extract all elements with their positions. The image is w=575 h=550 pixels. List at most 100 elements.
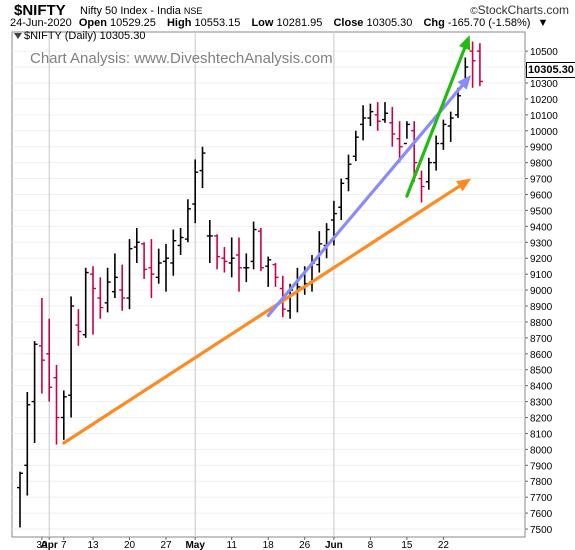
ohlc-bar xyxy=(345,154,352,192)
y-tick-label: 7500 xyxy=(530,525,553,536)
y-tick-label: 8200 xyxy=(530,414,553,425)
open-value: 10529.25 xyxy=(110,17,156,29)
ohlc-bar xyxy=(90,266,96,335)
copyright-mark: © xyxy=(470,6,478,17)
chart-header: $NIFTY Nifty 50 Index - India NSE ©StockC… xyxy=(0,0,575,34)
chg-value: -165.70 (-1.58%) xyxy=(447,17,531,29)
trendline-arrow xyxy=(405,35,471,198)
trendline xyxy=(266,84,464,318)
quote-date: 24-Jun-2020 xyxy=(10,17,72,29)
open-label: Open xyxy=(78,17,107,29)
ohlc-bar xyxy=(119,264,126,311)
y-tick-label: 8400 xyxy=(530,382,553,393)
ohlc-bar xyxy=(367,103,374,126)
last-price-tag: 10305.30 xyxy=(526,62,575,78)
ohlc-bar xyxy=(155,248,162,284)
ohlc-bar xyxy=(46,318,53,402)
ohlc-bar xyxy=(228,237,235,278)
ohlc-bar xyxy=(382,102,388,123)
ohlc-bar xyxy=(265,256,272,287)
grid-lines xyxy=(12,32,525,537)
y-tick-label: 9900 xyxy=(530,143,553,154)
ohlc-bar xyxy=(433,135,440,171)
x-tick-label: Apr xyxy=(41,540,58,550)
stockcharts-logo: ©StockCharts.com xyxy=(470,3,569,17)
ohlc-bar xyxy=(425,157,432,190)
series-legend[interactable]: $NIFTY (Daily) 10305.30 xyxy=(14,30,145,42)
ohlc-bar xyxy=(24,392,31,496)
y-tick-label: 9200 xyxy=(530,254,553,265)
ohlc-bar xyxy=(403,121,410,145)
ohlc-bar xyxy=(133,227,140,263)
trendlines xyxy=(62,35,472,445)
y-tick-label: 7700 xyxy=(530,493,553,504)
ohlc-bar xyxy=(447,111,454,142)
quote-low: Low 10281.95 xyxy=(251,17,326,29)
ohlc-bar xyxy=(236,237,242,292)
close-value: 10305.30 xyxy=(366,17,413,29)
trendline-arrowhead xyxy=(459,35,471,51)
x-tick-label: 20 xyxy=(124,540,136,550)
dropdown-triangle-icon[interactable] xyxy=(14,33,22,39)
trendline-arrowhead xyxy=(457,75,472,90)
y-tick-label: 8700 xyxy=(530,334,553,345)
index-name-text: Nifty 50 Index - India xyxy=(80,5,181,17)
y-tick-label: 9000 xyxy=(530,286,553,297)
x-tick-label: May xyxy=(185,540,205,550)
ohlc-bar xyxy=(31,341,38,444)
ohlc-bar xyxy=(111,253,118,299)
low-label: Low xyxy=(251,17,274,29)
x-tick-label: 15 xyxy=(401,540,413,550)
legend-text: $NIFTY (Daily) 10305.30 xyxy=(24,30,146,42)
ohlc-bars xyxy=(17,41,483,528)
y-tick-label: 7800 xyxy=(530,477,553,488)
y-tick-label: 9400 xyxy=(530,222,553,233)
ohlc-bar xyxy=(82,267,89,338)
low-value: 10281.95 xyxy=(276,17,323,29)
trendline-arrowhead xyxy=(456,178,472,192)
trendline xyxy=(405,46,467,198)
y-tick-label: 10300 xyxy=(530,79,558,90)
ohlc-bar xyxy=(192,159,199,224)
trendline xyxy=(62,184,461,445)
index-name: Nifty 50 Index - India NSE xyxy=(80,5,202,17)
exchange-label: NSE xyxy=(183,6,203,16)
ohlc-bar xyxy=(199,146,206,189)
x-tick-label: 8 xyxy=(368,540,374,550)
chg-label: Chg xyxy=(423,17,445,29)
x-tick-label: Jun xyxy=(325,540,343,550)
y-tick-label: 9300 xyxy=(530,238,553,249)
ohlc-bar xyxy=(163,243,169,292)
ohlc-bar xyxy=(411,121,418,182)
ohlc-bar xyxy=(17,471,23,528)
y-tick-label: 8800 xyxy=(530,318,553,329)
ohlc-bar xyxy=(338,178,345,220)
y-tick-label: 10500 xyxy=(530,47,558,58)
ohlc-bar xyxy=(360,105,367,141)
trendline-arrow xyxy=(62,178,472,445)
y-tick-label: 10100 xyxy=(530,111,558,122)
ohlc-bar xyxy=(177,227,184,256)
ohlc-bar xyxy=(316,231,323,273)
y-tick-label: 8600 xyxy=(530,350,553,361)
y-tick-label: 8300 xyxy=(530,398,553,409)
y-tick-label: 7900 xyxy=(530,461,553,472)
ohlc-bar xyxy=(38,298,45,394)
ohlc-bar xyxy=(418,170,425,203)
x-tick-label: 11 xyxy=(227,540,238,550)
ohlc-bar xyxy=(68,296,75,418)
x-tick-label: 30 xyxy=(36,540,48,550)
ohlc-bar xyxy=(389,106,396,147)
ohlc-bar xyxy=(170,229,177,276)
chg-down-arrow-icon: ▼ xyxy=(537,17,549,29)
high-label: High xyxy=(166,17,192,29)
ohlc-bar xyxy=(440,119,447,150)
high-value: 10553.15 xyxy=(194,17,241,29)
y-tick-label: 9100 xyxy=(530,270,553,281)
ohlc-bar xyxy=(476,43,483,87)
close-label: Close xyxy=(333,17,364,29)
ohlc-bar xyxy=(374,102,381,131)
x-tick-label: 13 xyxy=(87,540,99,550)
ohlc-bar xyxy=(148,239,155,299)
